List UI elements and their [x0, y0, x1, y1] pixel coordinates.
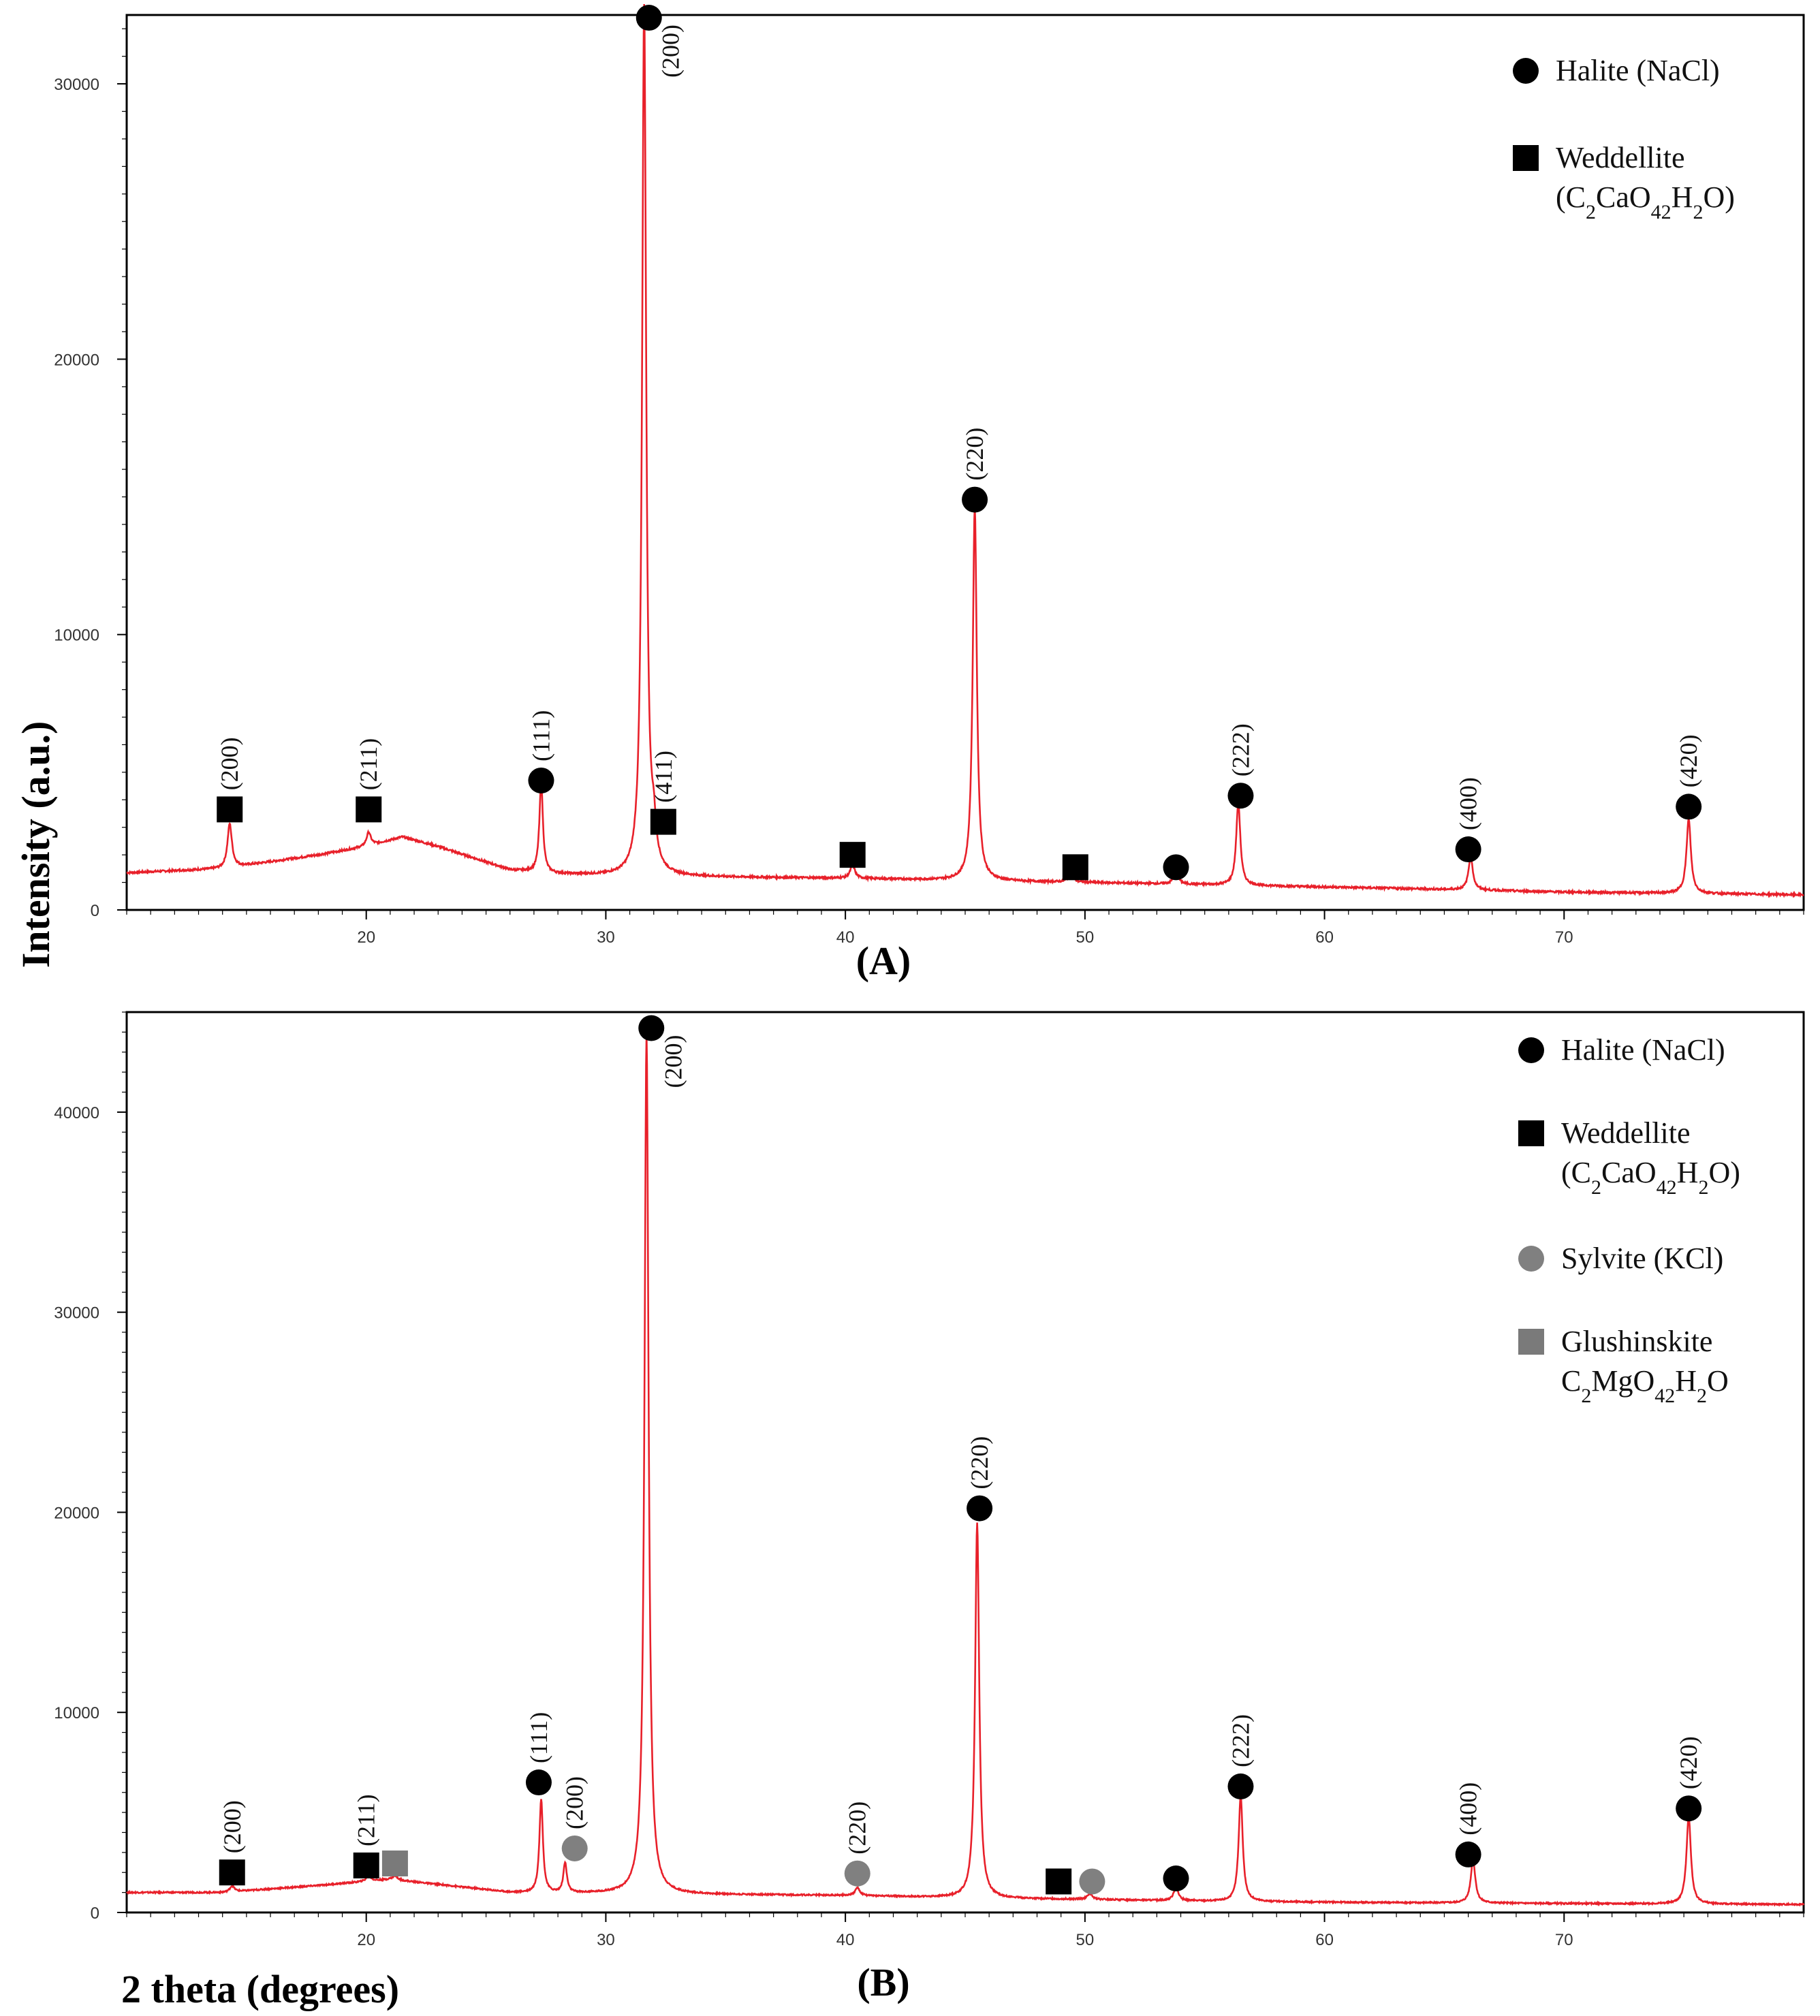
- legend-symbol-circle: [1518, 1246, 1544, 1272]
- glushinskite-marker: [381, 1850, 408, 1877]
- x-tick-label: 70: [1555, 1931, 1573, 1949]
- legend-symbol-circle: [1518, 1037, 1544, 1063]
- panel-a: 20 30 40 50 60 70 0 10000 20000 30000 (200) (211) (1…: [54, 3, 1805, 983]
- weddellite-marker: [219, 1859, 245, 1886]
- peak-label: (222): [1227, 1714, 1255, 1767]
- x-tick-label: 30: [597, 928, 615, 947]
- weddellite-marker: [217, 796, 243, 823]
- xrd-trace: [126, 3, 1804, 898]
- y-tick-label: 0: [91, 1904, 99, 1923]
- legend-label: (C2CaO42H2O): [1556, 180, 1735, 223]
- halite-marker: [1227, 783, 1254, 809]
- peak-label: (200): [657, 25, 685, 78]
- legend-label: (C2CaO42H2O): [1561, 1156, 1740, 1199]
- panel-b: 20 30 40 50 60 70 0 10000 20000 30000 40000 (200) (2…: [54, 1011, 1805, 2004]
- sylvite-marker: [561, 1835, 588, 1861]
- panel-title: (B): [857, 1960, 909, 2004]
- weddellite-marker: [353, 1852, 379, 1878]
- peak-label: (411): [650, 751, 677, 803]
- halite-marker: [962, 486, 988, 513]
- y-tick-label: 10000: [54, 1704, 99, 1722]
- x-tick-label: 50: [1076, 928, 1095, 947]
- y-tick-label: 40000: [54, 1104, 99, 1122]
- peak-label: (200): [219, 1800, 246, 1853]
- legend-label: Sylvite (KCl): [1561, 1242, 1723, 1275]
- halite-marker: [636, 5, 662, 31]
- x-tick-label: 30: [597, 1931, 615, 1949]
- halite-marker: [525, 1769, 552, 1796]
- weddellite-marker: [839, 842, 866, 868]
- legend-symbol-square: [1518, 1329, 1544, 1355]
- halite-marker: [1227, 1773, 1254, 1799]
- x-tick-label: 60: [1315, 928, 1334, 947]
- plot-frame: [125, 1011, 1805, 1914]
- peak-label: (211): [353, 1794, 380, 1846]
- halite-marker: [528, 767, 554, 793]
- peak-label: (200): [216, 737, 243, 790]
- legend-label: Weddellite: [1561, 1116, 1691, 1150]
- y-tick-label: 30000: [54, 1304, 99, 1323]
- x-tick-label: 20: [357, 928, 375, 947]
- peak-label: (200): [659, 1035, 687, 1088]
- legend-label: Glushinskite: [1561, 1325, 1712, 1358]
- peak-label: (220): [966, 1436, 993, 1490]
- peak-label: (220): [844, 1801, 871, 1855]
- panel-title: (A): [856, 939, 911, 983]
- y-tick-label: 20000: [54, 351, 99, 369]
- halite-marker: [1676, 1795, 1702, 1822]
- halite-marker: [1455, 836, 1481, 863]
- sylvite-marker: [1079, 1868, 1105, 1895]
- x-tick-label: 40: [836, 928, 855, 947]
- legend-symbol-circle: [1513, 58, 1539, 84]
- sylvite-marker: [844, 1860, 870, 1887]
- peak-label: (200): [561, 1776, 589, 1829]
- y-axis-label: Intensity (a.u.): [14, 721, 58, 968]
- halite-marker: [638, 1015, 665, 1041]
- weddellite-marker: [650, 808, 676, 835]
- peak-label: (222): [1227, 723, 1255, 776]
- legend-label: Halite (NaCl): [1556, 54, 1720, 87]
- y-tick-label: 30000: [54, 76, 99, 94]
- x-tick-label: 40: [836, 1931, 855, 1949]
- legend-label: Weddellite: [1556, 141, 1685, 174]
- peak-label: (211): [355, 738, 382, 791]
- halite-marker: [1163, 1865, 1189, 1892]
- peak-label: (111): [528, 710, 555, 761]
- weddellite-marker: [1046, 1868, 1072, 1895]
- weddellite-marker: [356, 796, 382, 823]
- x-tick-label: 70: [1555, 928, 1573, 947]
- legend-label: C2MgO42H2O: [1561, 1364, 1729, 1407]
- peak-label: (400): [1455, 777, 1482, 830]
- peak-label: (400): [1455, 1782, 1482, 1836]
- peak-label: (220): [961, 428, 988, 481]
- legend-symbol-square: [1513, 145, 1539, 171]
- x-axis-label: 2 theta (degrees): [121, 1967, 399, 2011]
- xrd-trace: [125, 1033, 1805, 1907]
- x-tick-label: 50: [1076, 1931, 1095, 1949]
- halite-marker: [1163, 854, 1189, 881]
- legend-label: Halite (NaCl): [1561, 1033, 1725, 1067]
- halite-marker: [1676, 793, 1702, 820]
- y-tick-label: 0: [91, 902, 99, 920]
- peak-label: (420): [1675, 734, 1702, 787]
- x-tick-label: 20: [357, 1931, 375, 1949]
- halite-marker: [967, 1495, 993, 1522]
- halite-marker: [1455, 1841, 1481, 1868]
- y-tick-label: 20000: [54, 1504, 99, 1522]
- peak-label: (111): [525, 1712, 552, 1763]
- x-tick-label: 60: [1315, 1931, 1334, 1949]
- y-tick-label: 10000: [54, 627, 99, 645]
- peak-label: (420): [1675, 1736, 1702, 1789]
- weddellite-marker: [1062, 854, 1088, 881]
- legend-symbol-square: [1518, 1120, 1544, 1146]
